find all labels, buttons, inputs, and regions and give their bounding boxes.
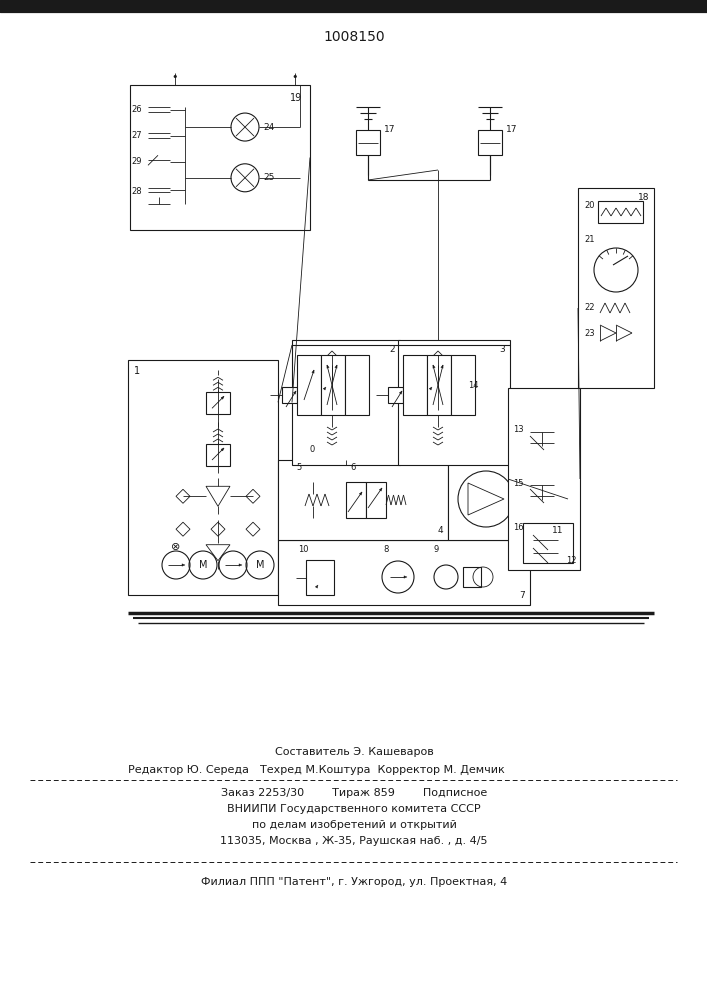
Text: 8: 8 — [383, 546, 388, 554]
Text: Составитель Э. Кашеваров: Составитель Э. Кашеваров — [274, 747, 433, 757]
Text: 7: 7 — [519, 591, 525, 600]
Text: 20: 20 — [584, 202, 595, 211]
Text: 22: 22 — [584, 304, 595, 312]
Polygon shape — [182, 564, 185, 566]
Polygon shape — [359, 492, 362, 495]
Text: Филиал ППП "Патент", г. Ужгород, ул. Проектная, 4: Филиал ППП "Патент", г. Ужгород, ул. Про… — [201, 877, 507, 887]
Bar — [282, 387, 297, 403]
Text: ВНИИПИ Государственного комитета СССР: ВНИИПИ Государственного комитета СССР — [227, 804, 481, 814]
Polygon shape — [239, 564, 242, 566]
Bar — [321, 355, 345, 415]
Text: 6: 6 — [350, 464, 356, 473]
Text: 0: 0 — [310, 446, 315, 454]
Polygon shape — [312, 370, 314, 373]
Text: по делам изобретений и открытий: по делам изобретений и открытий — [252, 820, 457, 830]
Polygon shape — [221, 396, 224, 399]
Text: •: • — [292, 72, 298, 82]
Text: 12: 12 — [566, 556, 577, 565]
Bar — [346, 482, 366, 518]
Bar — [366, 482, 386, 518]
Bar — [416, 380, 438, 410]
Bar — [206, 444, 230, 466]
Text: 26: 26 — [132, 105, 142, 114]
Polygon shape — [429, 387, 432, 390]
Text: 18: 18 — [638, 193, 649, 202]
Bar — [508, 388, 580, 570]
Text: 28: 28 — [132, 187, 142, 196]
Text: 23: 23 — [584, 328, 595, 338]
Bar — [403, 355, 427, 415]
Text: M: M — [199, 560, 207, 570]
Bar — [478, 130, 502, 155]
Text: 16: 16 — [513, 524, 524, 532]
Polygon shape — [206, 545, 230, 561]
Bar — [128, 360, 278, 595]
Text: 15: 15 — [513, 479, 523, 488]
Bar — [356, 130, 380, 155]
Polygon shape — [327, 365, 329, 368]
Bar — [388, 387, 403, 403]
Polygon shape — [404, 576, 407, 578]
Bar — [578, 188, 654, 388]
Bar — [306, 560, 334, 595]
Bar — [310, 380, 332, 410]
Polygon shape — [335, 365, 337, 368]
Text: 13: 13 — [513, 426, 524, 434]
Bar — [292, 340, 400, 465]
Bar — [398, 340, 510, 465]
Bar — [0, 0, 707, 12]
Text: Техред М.Коштура  Корректор М. Демчик: Техред М.Коштура Корректор М. Демчик — [260, 765, 505, 775]
Bar — [297, 355, 321, 415]
Text: 17: 17 — [384, 125, 395, 134]
Text: •: • — [172, 72, 178, 82]
Text: 17: 17 — [506, 125, 518, 134]
Bar — [345, 355, 369, 415]
Text: 9: 9 — [433, 546, 438, 554]
Bar — [448, 458, 568, 540]
Text: 3: 3 — [499, 345, 505, 354]
Bar — [598, 201, 643, 223]
Bar — [438, 380, 460, 410]
Bar — [332, 380, 354, 410]
Text: M: M — [256, 560, 264, 570]
Text: 25: 25 — [263, 173, 274, 182]
Text: 21: 21 — [584, 235, 595, 244]
Text: Редактор Ю. Середа: Редактор Ю. Середа — [128, 765, 249, 775]
Text: 14: 14 — [468, 380, 479, 389]
Polygon shape — [293, 391, 296, 394]
Bar — [0, 0, 707, 12]
Polygon shape — [206, 486, 230, 506]
Text: 2: 2 — [390, 345, 395, 354]
Bar — [130, 85, 310, 230]
Bar — [451, 355, 475, 415]
Polygon shape — [379, 488, 382, 491]
Polygon shape — [441, 365, 443, 368]
Polygon shape — [468, 483, 504, 515]
Text: Заказ 2253/30        Тираж 859        Подписное: Заказ 2253/30 Тираж 859 Подписное — [221, 788, 487, 798]
Text: 1: 1 — [134, 366, 140, 376]
Text: 113035, Москва , Ж-35, Раушская наб. , д. 4/5: 113035, Москва , Ж-35, Раушская наб. , д… — [221, 836, 488, 846]
Polygon shape — [399, 391, 402, 394]
Text: 11: 11 — [551, 526, 563, 535]
Text: 27: 27 — [132, 131, 142, 140]
Text: 1008150: 1008150 — [323, 30, 385, 44]
Bar — [206, 392, 230, 414]
Polygon shape — [323, 387, 326, 390]
Polygon shape — [315, 585, 318, 588]
Bar — [278, 540, 530, 605]
Bar — [278, 460, 448, 540]
Text: 4: 4 — [438, 526, 443, 535]
Bar — [523, 523, 573, 563]
Bar — [427, 355, 451, 415]
Polygon shape — [433, 365, 436, 368]
Text: ⊗: ⊗ — [171, 542, 181, 552]
Bar — [463, 567, 481, 587]
Text: 19: 19 — [290, 93, 302, 103]
Polygon shape — [221, 448, 224, 451]
Text: 29: 29 — [132, 157, 142, 166]
Text: 5: 5 — [296, 464, 301, 473]
Text: 10: 10 — [298, 546, 308, 554]
Text: 24: 24 — [263, 123, 274, 132]
